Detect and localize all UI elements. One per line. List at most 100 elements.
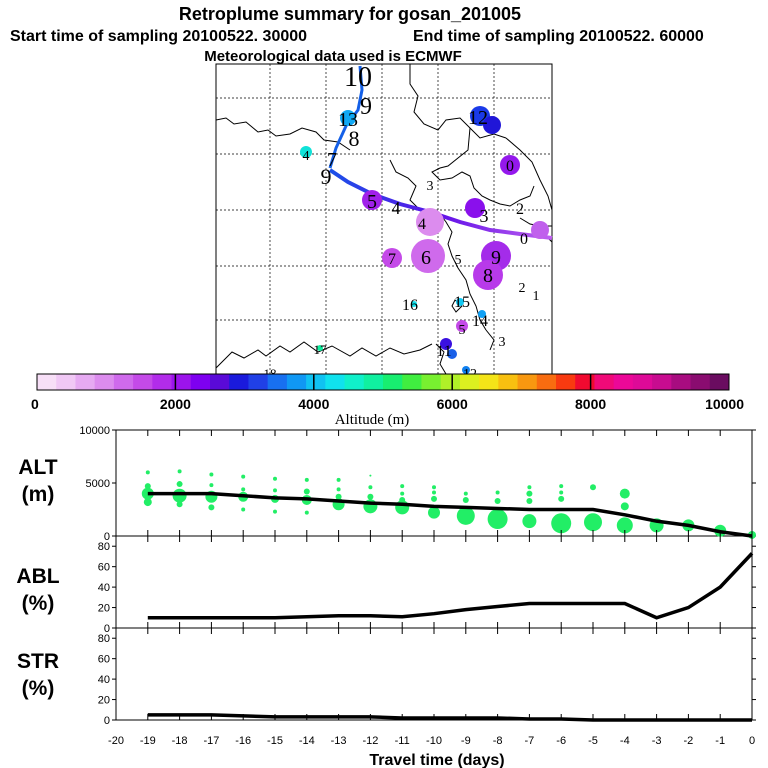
abl-panel-label: ABL xyxy=(16,565,59,588)
alt-plume-point xyxy=(428,506,440,519)
colorbar-cell xyxy=(479,374,499,390)
colorbar-tick-label: 4000 xyxy=(298,396,329,412)
x-axis-label: Travel time (days) xyxy=(369,752,504,768)
time-series-panels: ALT (m) ABL (%) STR (%) 0 5000 10000 0 20 40… xyxy=(16,425,756,768)
alt-plume-point xyxy=(584,513,602,532)
alt-plume-point xyxy=(526,498,533,505)
plume-circle xyxy=(411,301,417,307)
alt-ytick-label: 10000 xyxy=(79,425,110,437)
x-tick-label: -19 xyxy=(140,735,156,747)
alt-plume-point xyxy=(551,513,572,534)
alt-plume-point xyxy=(177,469,182,474)
x-tick-label: -6 xyxy=(556,735,566,747)
x-tick-label: -3 xyxy=(652,735,662,747)
alt-median-line xyxy=(147,491,753,538)
alt-plume-point xyxy=(487,509,508,530)
alt-plume-point xyxy=(368,485,373,490)
colorbar-cell xyxy=(594,374,615,390)
alt-plot: 0 5000 10000 xyxy=(79,425,756,543)
plume-circle xyxy=(317,345,323,351)
map-trajectory-label: 4 xyxy=(392,198,401,218)
end-time: End time of sampling 20100522. 60000 xyxy=(413,28,704,45)
abl-ytick-label: 40 xyxy=(98,582,110,594)
x-tick-label: -12 xyxy=(362,735,378,747)
colorbar-cell xyxy=(709,374,730,390)
colorbar-cell xyxy=(286,374,307,390)
alt-plume-point xyxy=(273,476,277,481)
alt-plume-point xyxy=(176,481,183,488)
alt-panel-unit: (m) xyxy=(22,483,55,506)
str-plot: 0 20 40 60 80 xyxy=(98,633,756,727)
chart-title: Retroplume summary for gosan_201005 xyxy=(179,4,521,24)
alt-plume-point xyxy=(241,474,246,479)
x-tick-label: -17 xyxy=(203,735,219,747)
alt-plume-point xyxy=(619,488,630,499)
x-tick-label: -1 xyxy=(715,735,725,747)
map-trajectory-label: 7 xyxy=(327,149,337,171)
colorbar-cell xyxy=(671,374,692,390)
plume-circle xyxy=(382,248,402,268)
alt-plume-point xyxy=(273,509,277,514)
colorbar-cell xyxy=(575,374,595,390)
alt-plume-point xyxy=(616,517,633,534)
alt-plume-point xyxy=(400,491,405,496)
met-data-note: Meteorological data used is ECMWF xyxy=(204,48,462,65)
x-tick-label: -18 xyxy=(172,735,188,747)
colorbar-cell xyxy=(75,374,96,390)
x-tick-label: -16 xyxy=(235,735,251,747)
alt-plume-point xyxy=(494,498,501,505)
str-ytick-label: 60 xyxy=(98,654,110,666)
alt-plume-point xyxy=(176,501,183,508)
x-tick-label: -10 xyxy=(426,735,442,747)
colorbar-cell xyxy=(459,374,480,390)
alt-ytick-label: 5000 xyxy=(86,478,110,490)
alt-plume-point xyxy=(145,470,150,475)
colorbar-cells xyxy=(37,374,730,390)
travel-time-axis: -20 -19 -18 -17 -16 -15 -14 -13 -12 -11 -10 -9 -8 -7-… xyxy=(108,430,755,747)
colorbar-cell xyxy=(344,374,365,390)
alt-plume-point xyxy=(304,477,309,482)
map-trajectory-label: 15 xyxy=(454,294,470,311)
str-panel-unit: (%) xyxy=(22,677,55,700)
str-ytick-label: 20 xyxy=(98,695,110,707)
map-trajectory-label: 11 xyxy=(436,343,451,360)
alt-plume-point xyxy=(336,487,341,492)
colorbar-cell xyxy=(152,374,173,390)
str-panel-label: STR xyxy=(17,650,59,673)
plume-circle xyxy=(500,155,520,175)
x-tick-label: -7 xyxy=(525,735,535,747)
map-trajectory-label: 7 xyxy=(388,251,396,268)
abl-plot: 0 20 40 60 80 xyxy=(98,541,756,635)
abl-line xyxy=(147,552,754,620)
str-ytick-label: 40 xyxy=(98,674,110,686)
alt-plume-point xyxy=(463,491,468,496)
alt-plume-point xyxy=(400,484,405,489)
alt-plume-point xyxy=(462,496,469,503)
map-trajectory-label: 8 xyxy=(483,265,493,287)
colorbar-cell xyxy=(421,374,442,390)
x-tick-label: -8 xyxy=(493,735,503,747)
map-trajectory-label: 6 xyxy=(421,247,431,269)
start-time: Start time of sampling 20100522. 30000 xyxy=(10,28,307,45)
colorbar-cell xyxy=(133,374,153,390)
plume-circle xyxy=(465,198,485,218)
alt-plume-point xyxy=(273,488,277,493)
colorbar-cell xyxy=(190,374,211,390)
alt-plume-point xyxy=(303,488,310,495)
colorbar-cell xyxy=(690,374,711,390)
x-tick-label: -4 xyxy=(620,735,630,747)
plume-circle xyxy=(531,221,549,239)
plume-circle xyxy=(447,349,457,359)
colorbar-cell xyxy=(267,374,288,390)
colorbar-cell xyxy=(652,374,672,390)
map-trajectory-label: 9 xyxy=(321,164,332,189)
x-tick-label: -2 xyxy=(684,735,694,747)
alt-plume-point xyxy=(367,493,374,500)
str-panel-frame xyxy=(115,627,753,721)
alt-plume-point xyxy=(559,484,564,489)
map-trajectory-label: 2 xyxy=(516,201,524,218)
map-trajectory-label: 4 xyxy=(303,149,310,164)
colorbar-cell xyxy=(94,374,115,390)
colorbar-cell xyxy=(306,374,326,390)
